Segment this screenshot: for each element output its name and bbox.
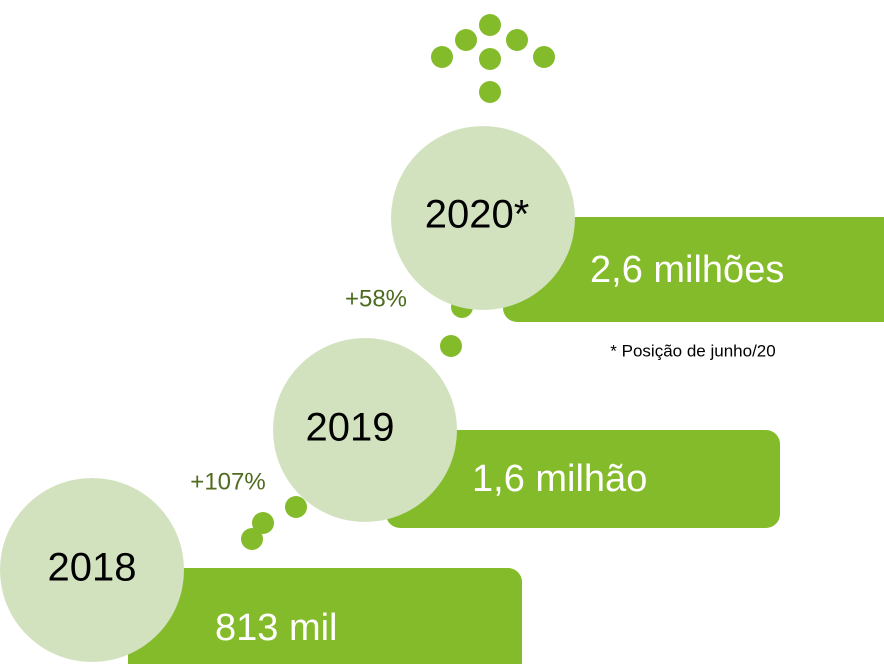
note: * Posição de junho/20 <box>610 341 775 360</box>
growth: +58% <box>345 285 407 312</box>
value: 1,6 milhão <box>472 458 647 500</box>
arrow-dots <box>431 14 555 103</box>
value-box <box>128 568 522 664</box>
year-circle <box>0 478 184 662</box>
growth: +107% <box>190 468 265 495</box>
year-circle <box>391 126 575 310</box>
year: 2020* <box>425 193 530 237</box>
value: 813 mil <box>215 607 338 649</box>
value: 2,6 milhões <box>590 249 784 291</box>
year: 2019 <box>306 406 395 450</box>
year: 2018 <box>48 546 137 590</box>
value-box <box>386 430 780 528</box>
value-box <box>503 217 884 322</box>
year-circle <box>273 338 457 522</box>
